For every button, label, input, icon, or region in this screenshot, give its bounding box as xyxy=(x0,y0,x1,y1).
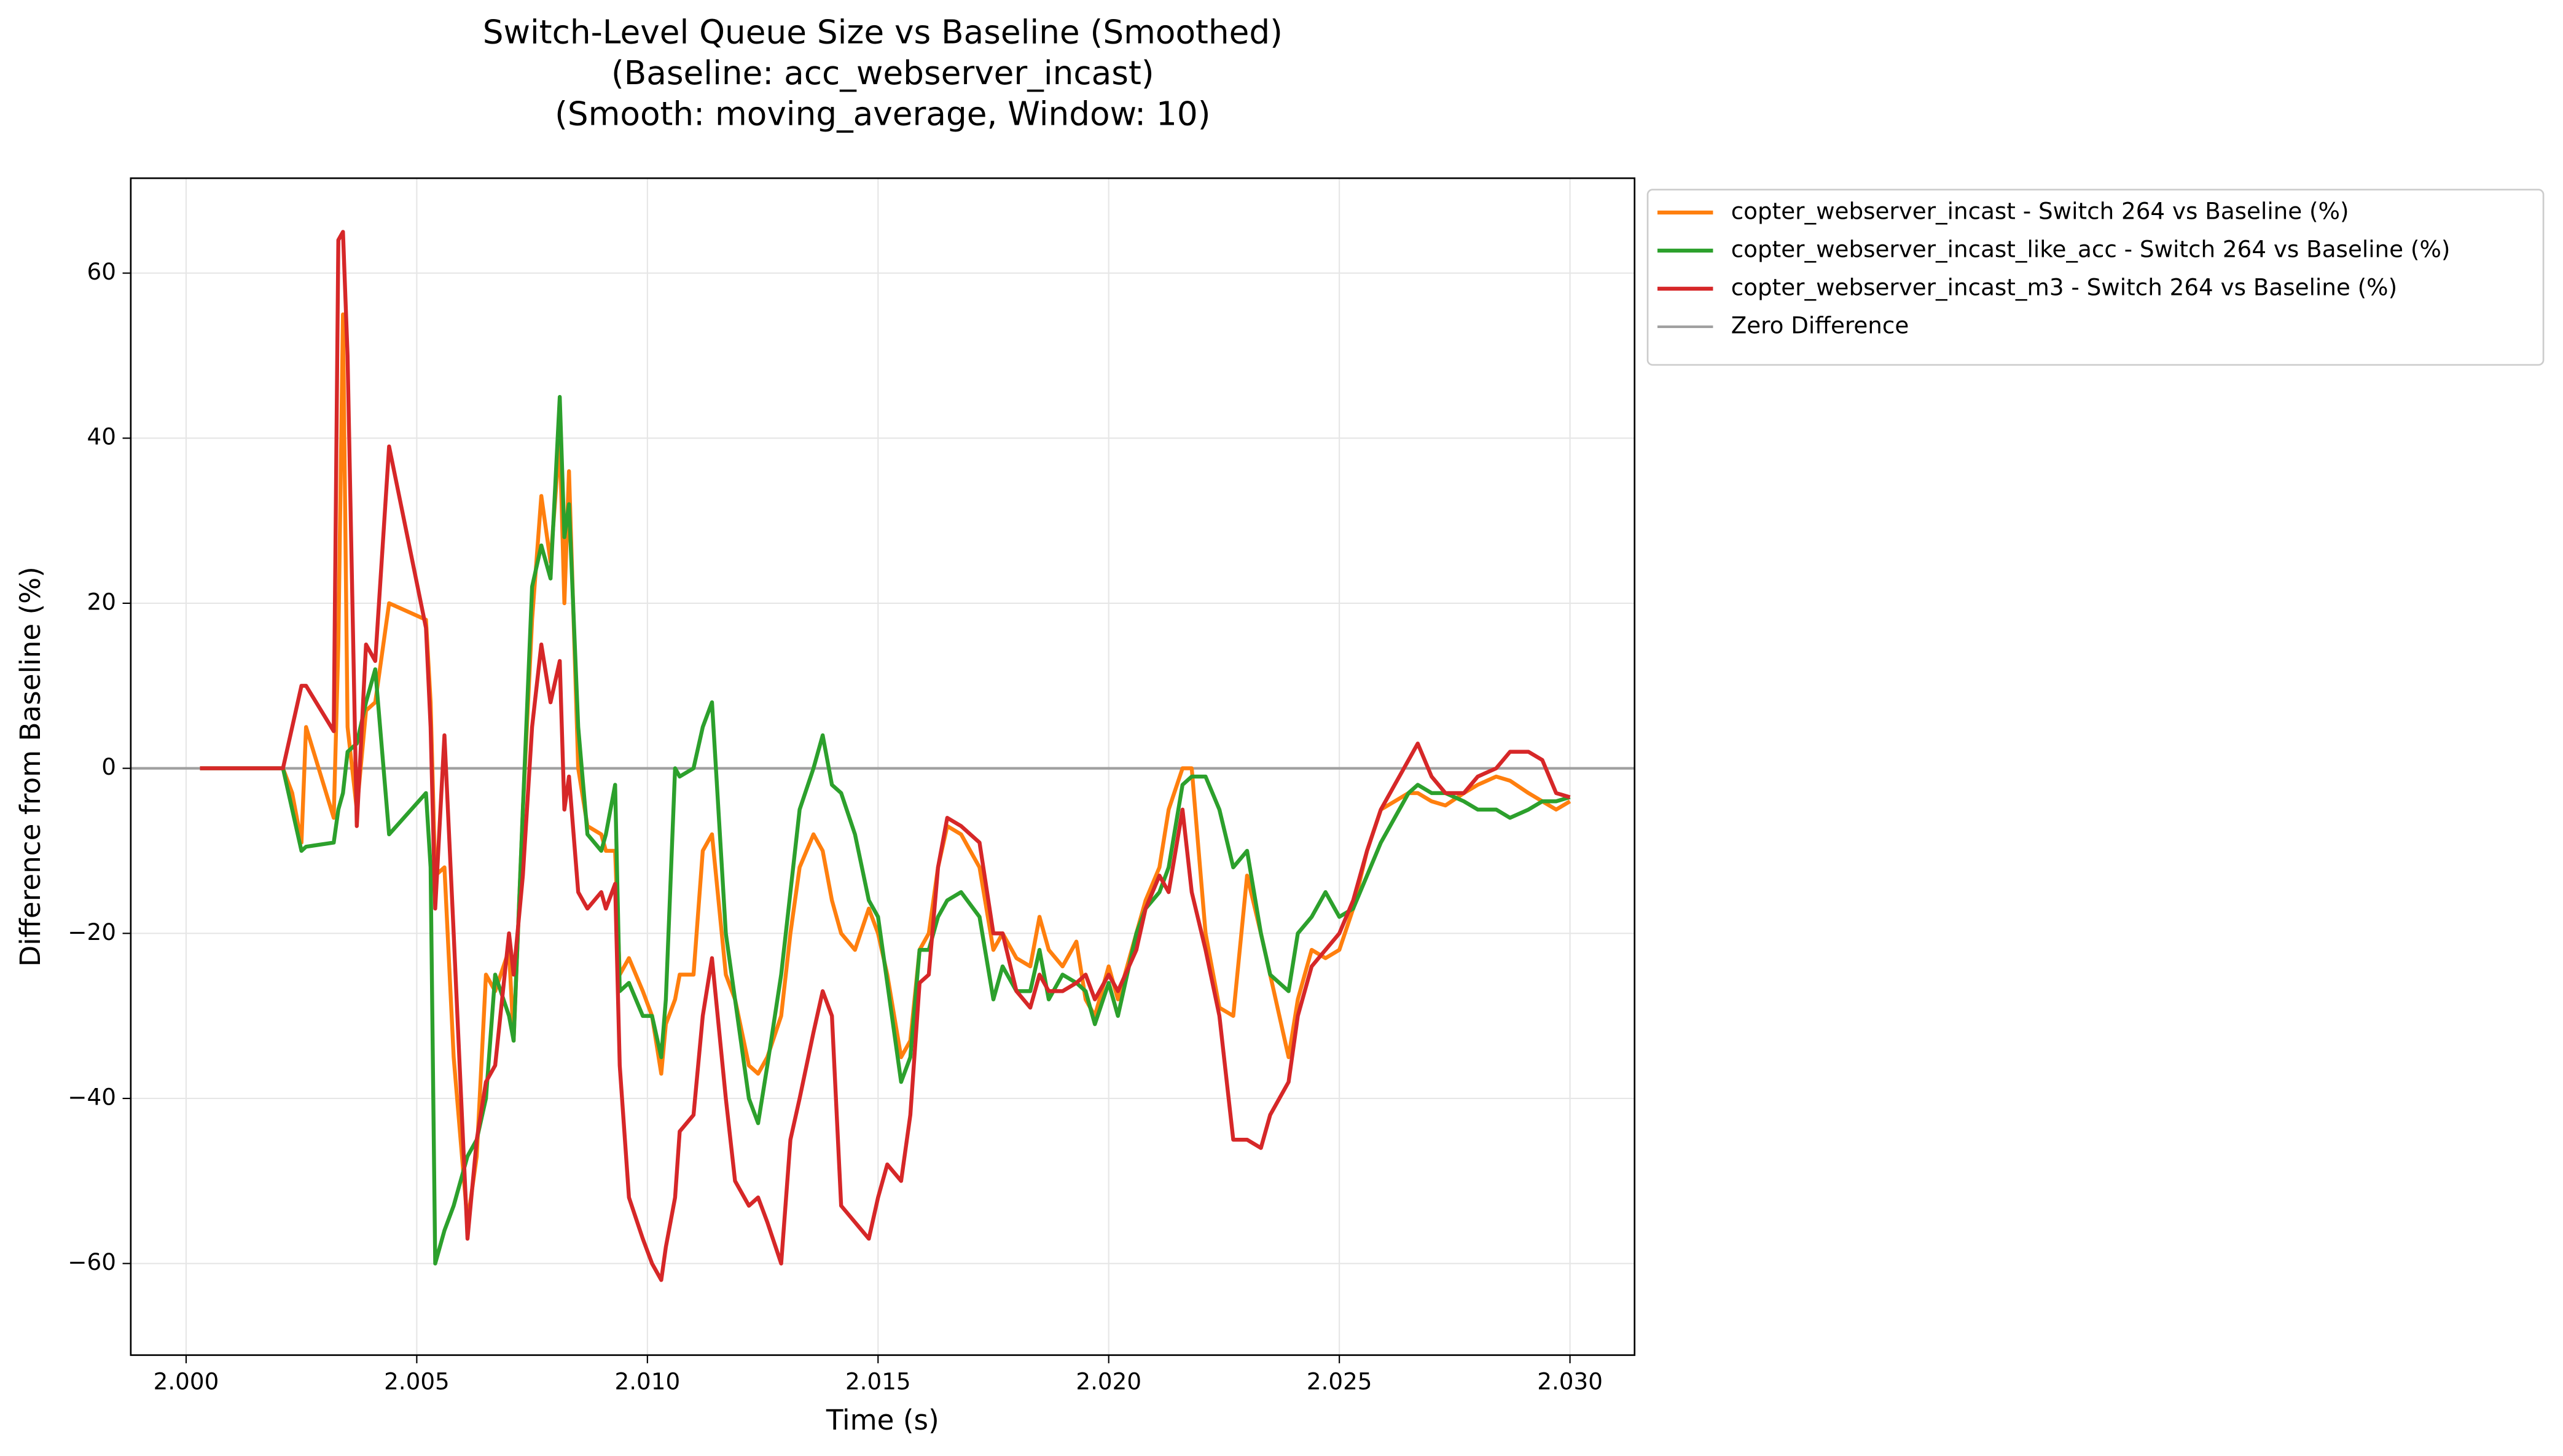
legend-label: copter_webserver_incast_like_acc - Switc… xyxy=(1731,235,2451,262)
chart-title: (Smooth: moving_average, Window: 10) xyxy=(555,95,1210,133)
y-axis-label: Difference from Baseline (%) xyxy=(14,566,47,966)
x-tick-label: 2.020 xyxy=(1076,1368,1141,1395)
y-tick-label: 20 xyxy=(87,588,116,615)
plot-frame xyxy=(130,177,1636,1356)
legend-label: Zero Difference xyxy=(1731,311,1909,339)
chart-title: Switch-Level Queue Size vs Baseline (Smo… xyxy=(483,14,1283,52)
x-tick-label: 2.025 xyxy=(1307,1368,1372,1395)
legend-box xyxy=(1646,189,2545,366)
y-tick-label: −60 xyxy=(68,1248,116,1275)
x-tick-label: 2.030 xyxy=(1537,1368,1603,1395)
legend-label: copter_webserver_incast - Switch 264 vs … xyxy=(1731,197,2349,224)
chart-title: (Baseline: acc_webserver_incast) xyxy=(611,54,1154,92)
y-tick-label: 0 xyxy=(101,753,116,780)
y-tick-label: −20 xyxy=(68,918,116,945)
x-tick-label: 2.015 xyxy=(845,1368,911,1395)
y-tick-label: −40 xyxy=(68,1083,116,1110)
legend-label: copter_webserver_incast_m3 - Switch 264 … xyxy=(1731,273,2397,300)
x-tick-label: 2.005 xyxy=(384,1368,450,1395)
x-tick-label: 2.010 xyxy=(615,1368,681,1395)
series-line xyxy=(200,230,1571,1282)
y-tick-label: 60 xyxy=(87,258,116,285)
x-tick-label: 2.000 xyxy=(154,1368,219,1395)
y-tick-label: 40 xyxy=(87,423,116,450)
x-axis-label: Time (s) xyxy=(826,1404,939,1436)
